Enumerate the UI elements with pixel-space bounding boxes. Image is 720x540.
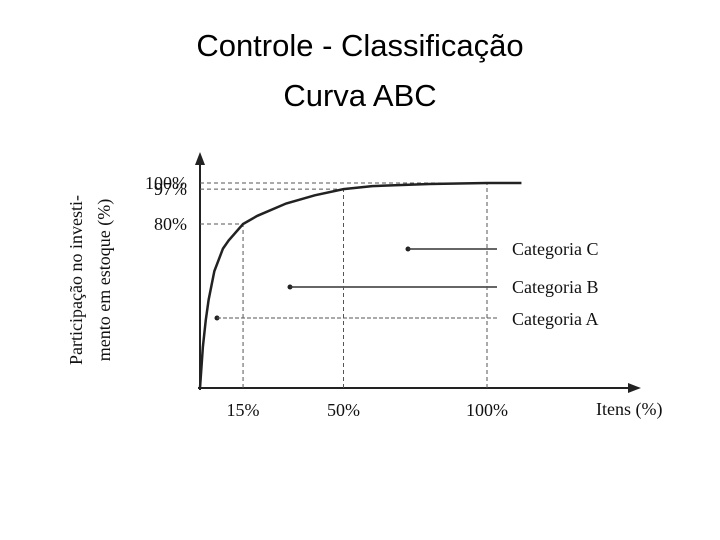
title-line: Controle - Classificação xyxy=(196,28,523,63)
y-axis-label: Participação no investi- xyxy=(66,195,86,365)
y-tick-label: 97% xyxy=(154,179,187,199)
y-tick-label: 80% xyxy=(154,214,187,234)
y-tick-label: 100% xyxy=(145,173,187,193)
category-c: Categoria C xyxy=(405,239,598,259)
annotation: Categoria A xyxy=(512,309,598,329)
x-tick-label: 100% xyxy=(466,400,508,420)
category-b: Categoria B xyxy=(287,277,598,297)
x-tick-label: 15% xyxy=(227,400,260,420)
x-axis-label: Itens (%) xyxy=(596,399,662,420)
curve xyxy=(198,181,522,389)
annotation: Categoria B xyxy=(512,277,598,297)
arrow xyxy=(628,383,641,393)
title-line: Curva ABC xyxy=(283,78,436,113)
x-tick-label: 50% xyxy=(327,400,360,420)
category-a: Categoria A xyxy=(214,309,598,329)
y-axis-label: mento em estoque (%) xyxy=(94,199,115,361)
annotation: Categoria C xyxy=(512,239,598,259)
arrow xyxy=(195,152,205,165)
